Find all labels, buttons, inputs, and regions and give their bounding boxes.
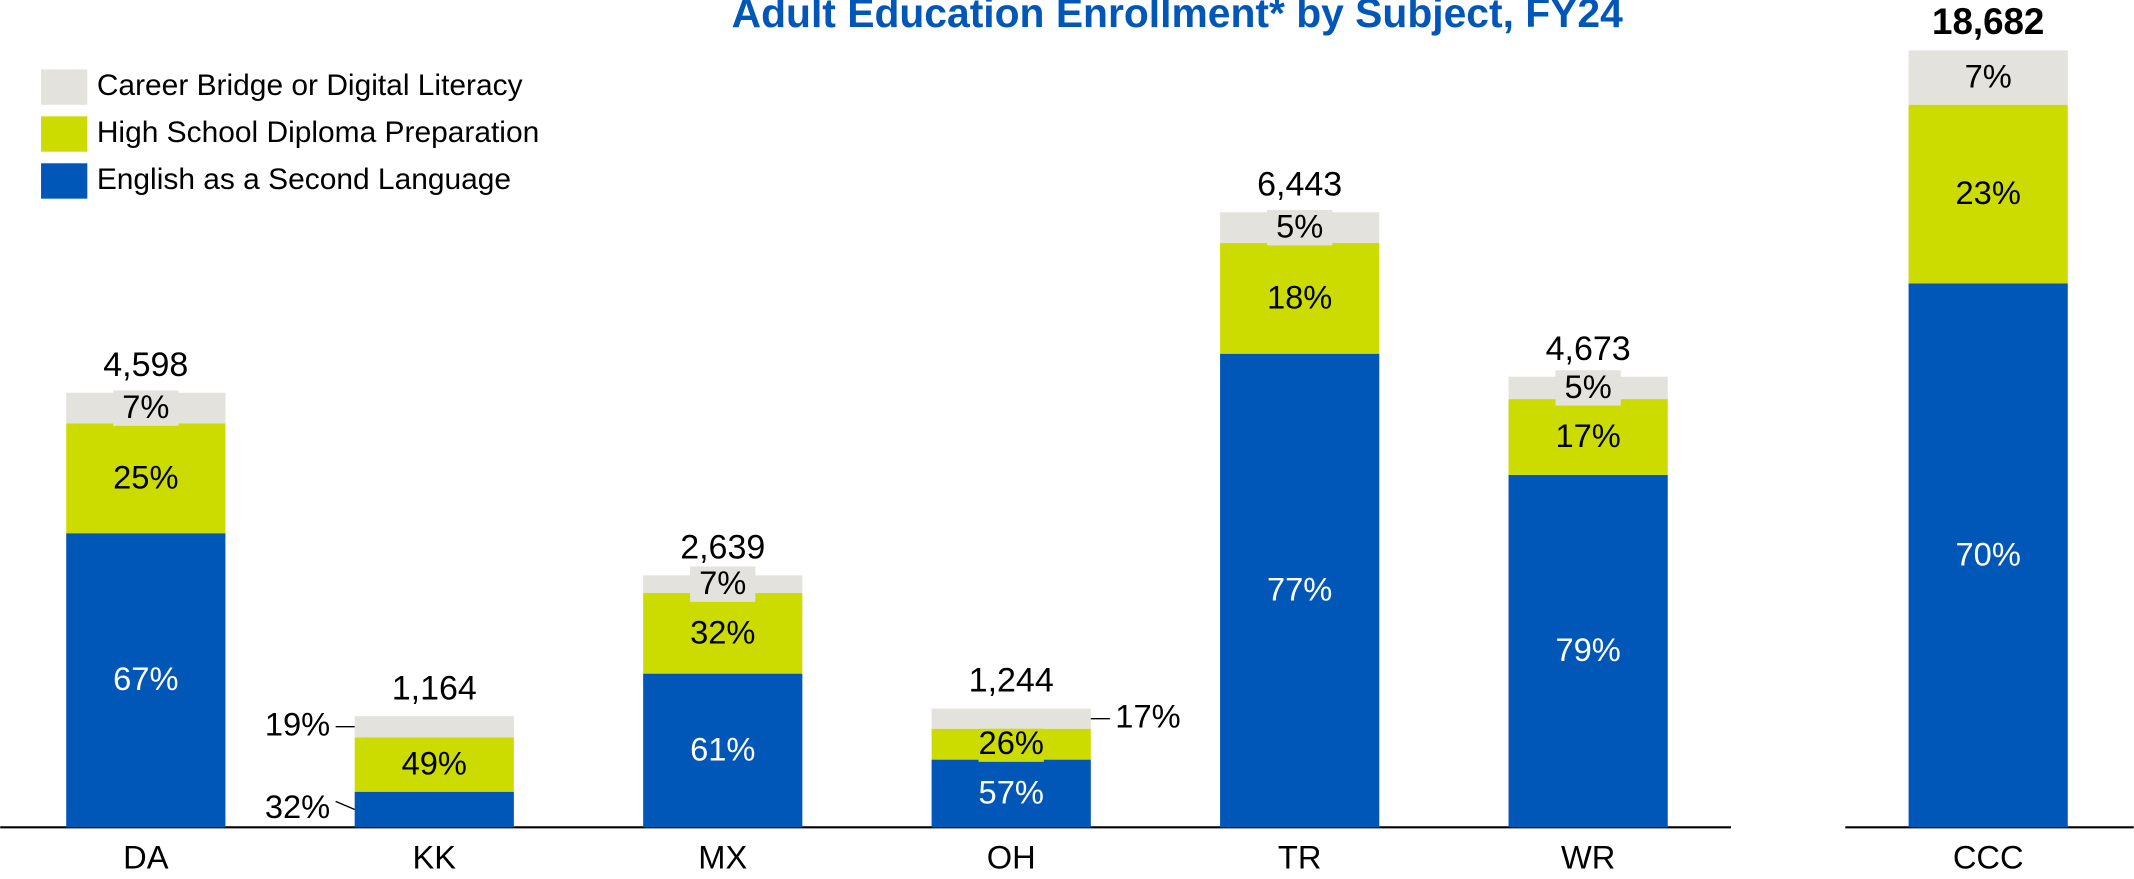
segment-label: 32% bbox=[265, 788, 330, 825]
x-tick-label: TR bbox=[1278, 839, 1322, 876]
x-tick-label: DA bbox=[123, 839, 169, 876]
total-label: 1,244 bbox=[969, 662, 1054, 700]
segment-label: 67% bbox=[113, 660, 178, 697]
legend-label: High School Diploma Preparation bbox=[97, 116, 539, 149]
segment-label: 23% bbox=[1956, 174, 2021, 211]
segment-label: 5% bbox=[1565, 368, 1612, 405]
bar-segment bbox=[643, 593, 803, 674]
legend-swatch bbox=[41, 69, 88, 105]
label-background bbox=[690, 566, 756, 602]
total-label: 4,598 bbox=[103, 346, 188, 384]
total-label: 2,639 bbox=[680, 529, 765, 567]
segment-label: 19% bbox=[265, 705, 330, 742]
bar-segment bbox=[1508, 399, 1668, 475]
segment-label: 32% bbox=[690, 613, 755, 650]
x-tick-label: CCC bbox=[1953, 839, 2024, 876]
bar-segment bbox=[1220, 353, 1380, 828]
segment-label: 79% bbox=[1555, 631, 1620, 668]
x-tick-label: WR bbox=[1561, 839, 1615, 876]
x-tick-label: OH bbox=[987, 839, 1036, 876]
label-background bbox=[1555, 370, 1621, 406]
legend-label: Career Bridge or Digital Literacy bbox=[97, 69, 523, 102]
bar-segment bbox=[66, 533, 226, 828]
total-label: 6,443 bbox=[1257, 165, 1342, 203]
legend-swatch bbox=[41, 163, 88, 199]
segment-label: 17% bbox=[1115, 697, 1180, 734]
total-label: 4,673 bbox=[1546, 330, 1631, 368]
bar-segment bbox=[66, 423, 226, 534]
legend-label: English as a Second Language bbox=[97, 163, 511, 196]
segment-label: 57% bbox=[979, 773, 1044, 810]
segment-label: 26% bbox=[979, 724, 1044, 761]
bar-segment bbox=[1220, 243, 1380, 354]
label-background bbox=[978, 726, 1044, 762]
segment-label: 7% bbox=[122, 388, 169, 425]
x-tick-label: MX bbox=[698, 839, 747, 876]
bar-segment bbox=[354, 791, 514, 828]
bar-segment bbox=[1908, 283, 2068, 828]
segment-label: 77% bbox=[1267, 570, 1332, 607]
segment-label: 25% bbox=[113, 458, 178, 495]
x-tick-label: KK bbox=[413, 839, 457, 876]
segment-label: 5% bbox=[1276, 208, 1323, 245]
bar-segment bbox=[1508, 474, 1668, 828]
segment-label: 7% bbox=[699, 564, 746, 601]
segment-label: 49% bbox=[402, 745, 467, 782]
segment-label: 7% bbox=[1965, 58, 2012, 95]
bar-segment bbox=[931, 759, 1091, 828]
chart-title: Adult Education Enrollment* by Subject, … bbox=[732, 0, 1623, 36]
bar-segment bbox=[1908, 104, 2068, 284]
label-background bbox=[1267, 209, 1333, 246]
segment-label: 18% bbox=[1267, 278, 1332, 315]
leader-line bbox=[335, 800, 355, 811]
segment-label: 70% bbox=[1956, 535, 2021, 572]
legend-swatch bbox=[41, 116, 88, 152]
bar-segment bbox=[354, 737, 514, 792]
bar-segment bbox=[354, 716, 514, 738]
bar-segment bbox=[931, 708, 1091, 729]
total-label: 18,682 bbox=[1932, 1, 2044, 42]
bar-segment bbox=[643, 673, 803, 828]
segment-label: 61% bbox=[690, 730, 755, 767]
bar-segment bbox=[1908, 50, 2068, 105]
total-label: 1,164 bbox=[392, 669, 477, 707]
segment-label: 17% bbox=[1555, 417, 1620, 454]
label-background bbox=[113, 390, 179, 426]
